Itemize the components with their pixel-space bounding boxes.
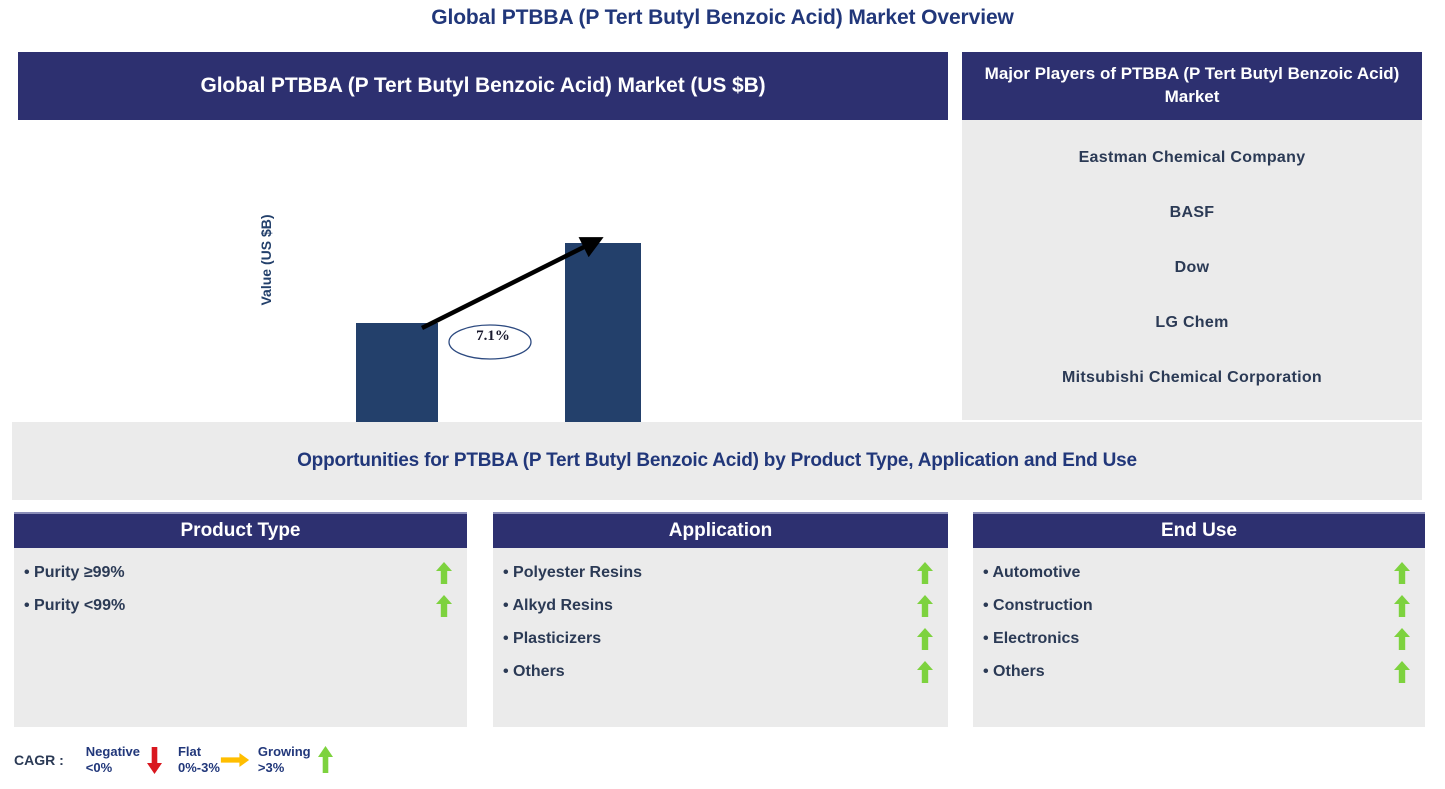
list-item: • Purity ≥99% (24, 556, 453, 589)
segment-item-list: • Automotive • Construction • Electronic… (973, 548, 1425, 727)
cagr-arrow-icon (420, 237, 604, 360)
list-item: • Others (983, 655, 1411, 688)
chart-y-axis-label: Value (US $B) (258, 214, 274, 306)
list-item: • Plasticizers (503, 622, 934, 655)
list-item: Eastman Chemical Company (1078, 149, 1306, 166)
opportunities-title: Opportunities for PTBBA (P Tert Butyl Be… (297, 450, 1137, 471)
major-players-card: Major Players of PTBBA (P Tert Butyl Ben… (962, 52, 1422, 420)
arrow-up-icon (1394, 627, 1410, 650)
arrow-down-icon (147, 747, 163, 774)
arrow-right-icon-wrap (220, 743, 250, 777)
chart-header-bar: Global PTBBA (P Tert Butyl Benzoic Acid)… (18, 52, 948, 120)
chart-header-label: Global PTBBA (P Tert Butyl Benzoic Acid)… (200, 74, 766, 97)
segment-header-bar: Product Type (14, 512, 467, 548)
arrow-down-icon-wrap (140, 743, 170, 777)
major-players-header-label: Major Players of PTBBA (P Tert Butyl Ben… (984, 64, 1400, 106)
legend-item-line2: <0% (85, 760, 113, 775)
list-item: • Others (503, 655, 934, 688)
segment-header-label: Application (668, 520, 773, 541)
segment-header-label: Product Type (180, 520, 301, 541)
segment-header-label: End Use (1160, 520, 1238, 541)
segment-panel-application: Application • Polyester Resins • Alkyd R… (493, 512, 948, 727)
legend-item-line1: Growing (257, 744, 311, 759)
list-item: BASF (1169, 204, 1215, 221)
list-item: Mitsubishi Chemical Corporation (1062, 369, 1322, 386)
list-item-label: • Others (983, 662, 1045, 680)
arrow-up-icon (318, 746, 334, 773)
legend-item-line2: >3% (257, 760, 285, 775)
legend-item-text: Flat 0%-3% (178, 744, 220, 776)
page-title: Global PTBBA (P Tert Butyl Benzoic Acid)… (431, 6, 1014, 29)
legend-item-text: Growing >3% (258, 744, 311, 776)
arrow-up-icon (917, 660, 933, 683)
cagr-callout-label: 7.1% (476, 328, 510, 344)
arrow-up-icon (436, 561, 452, 584)
bar-2031 (565, 243, 641, 451)
segment-panel-product-type: Product Type • Purity ≥99% • Purity <99% (14, 512, 467, 727)
legend-item-line1: Flat (177, 744, 202, 759)
cagr-legend: CAGR : Negative <0% Flat 0%-3% (14, 738, 349, 782)
list-item: • Automotive (983, 556, 1411, 589)
segment-panel-end-use: End Use • Automotive • Construction • El… (973, 512, 1425, 727)
segment-item-list: • Purity ≥99% • Purity <99% (14, 548, 467, 727)
list-item-label: • Purity ≥99% (24, 563, 125, 581)
list-item-label: • Polyester Resins (503, 563, 642, 581)
list-item: • Polyester Resins (503, 556, 934, 589)
arrow-right-icon (220, 752, 250, 768)
arrow-up-icon (436, 594, 452, 617)
chart-plot-area: Value (US $B) 2024 2031 7.1% Source : Lu… (18, 120, 948, 475)
legend-item-text: Negative <0% (86, 744, 140, 776)
legend-item-line2: 0%-3% (177, 760, 220, 775)
opportunities-band: Opportunities for PTBBA (P Tert Butyl Be… (12, 422, 1422, 500)
legend-item-line1: Negative (85, 744, 140, 759)
list-item: • Purity <99% (24, 589, 453, 622)
list-item-label: • Electronics (983, 629, 1080, 647)
segment-item-list: • Polyester Resins • Alkyd Resins • Plas… (493, 548, 948, 727)
arrow-up-icon (917, 627, 933, 650)
arrow-up-icon (1394, 660, 1410, 683)
market-chart-card: Global PTBBA (P Tert Butyl Benzoic Acid)… (18, 52, 948, 475)
legend-item-flat: Flat 0%-3% (178, 743, 250, 777)
list-item: • Electronics (983, 622, 1411, 655)
segment-header-bar: Application (493, 512, 948, 548)
list-item-label: • Construction (983, 596, 1093, 614)
list-item: Dow (1174, 259, 1210, 276)
list-item-label: • Automotive (983, 563, 1081, 581)
legend-item-growing: Growing >3% (258, 743, 341, 777)
arrow-up-icon (917, 561, 933, 584)
arrow-up-icon (917, 594, 933, 617)
cagr-legend-title: CAGR : (14, 752, 64, 768)
arrow-up-icon (1394, 561, 1410, 584)
list-item-label: • Others (503, 662, 565, 680)
arrow-up-icon-wrap (311, 743, 341, 777)
major-players-list: Eastman Chemical Company BASF Dow LG Che… (962, 120, 1422, 420)
arrow-up-icon (1394, 594, 1410, 617)
list-item: LG Chem (1155, 314, 1229, 331)
list-item: • Alkyd Resins (503, 589, 934, 622)
list-item-label: • Alkyd Resins (503, 596, 613, 614)
list-item-label: • Purity <99% (24, 596, 126, 614)
list-item-label: • Plasticizers (503, 629, 602, 647)
legend-item-negative: Negative <0% (86, 743, 170, 777)
list-item: • Construction (983, 589, 1411, 622)
segment-header-bar: End Use (973, 512, 1425, 548)
major-players-header-bar: Major Players of PTBBA (P Tert Butyl Ben… (962, 52, 1422, 120)
